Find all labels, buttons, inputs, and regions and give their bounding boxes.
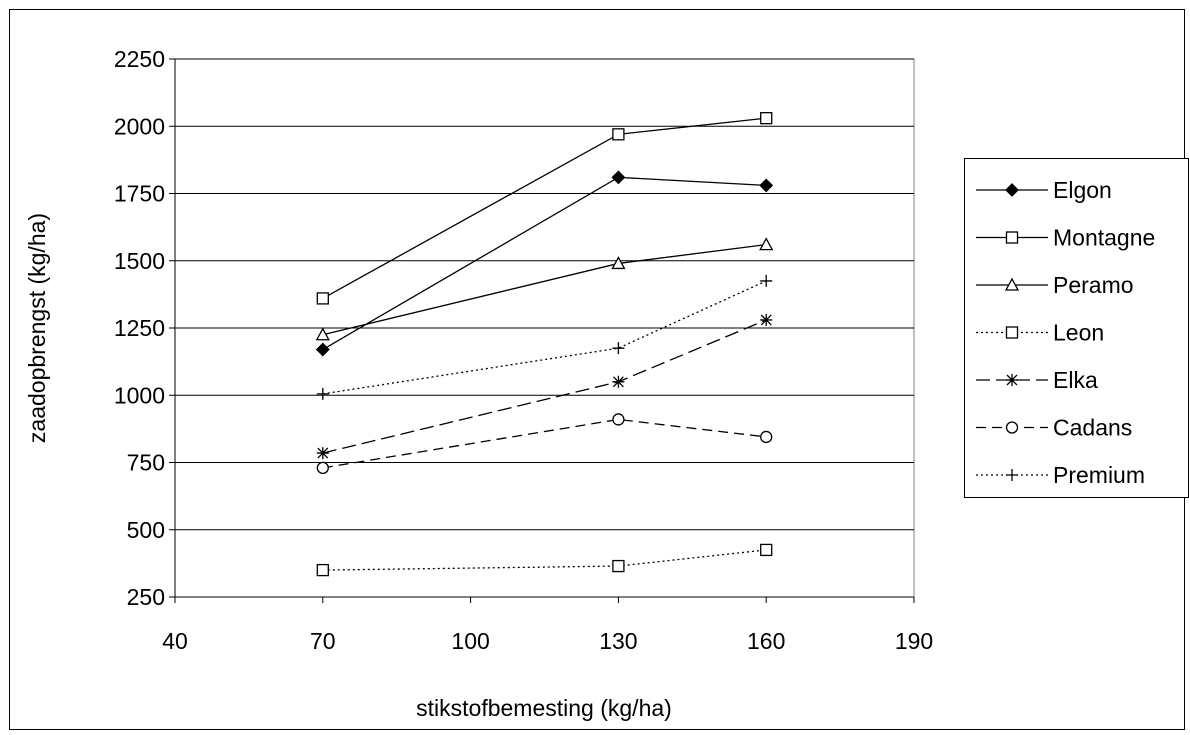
legend-item-leon: Leon [976,320,1104,346]
point-elgon-70 [315,342,330,357]
x-tick-label-40: 40 [162,628,188,654]
series-line-cadans [322,418,767,469]
legend-marker-premium [1006,469,1018,481]
point-montagne-160 [760,112,773,125]
series-layer [315,112,774,577]
series-leon [316,543,773,577]
point-elka-70 [316,447,329,460]
x-tick-label-160: 160 [747,628,785,654]
legend-item-premium: Premium [976,462,1145,488]
legend-marker-elka [1006,374,1018,386]
point-cadans-160 [760,430,773,444]
axes: 250 500 750 1000 1250 1500 1750 2000 2250 40 70 100… [114,46,933,654]
point-cadans-130 [612,413,625,426]
gridlines [175,58,914,531]
legend-label-montagne: Montagne [1053,225,1155,251]
point-elka-160 [760,313,773,326]
legend-marker-cadans [1005,421,1019,434]
point-peramo-70 [315,327,330,341]
legend-label-premium: Premium [1053,462,1145,488]
series-premium [316,274,773,400]
x-tick-label-190: 190 [895,628,933,654]
y-tick-label-1250: 1250 [114,315,165,341]
point-peramo-130 [611,256,626,270]
y-tick-label-750: 750 [127,450,165,476]
series-elgon [315,170,774,357]
point-peramo-160 [759,237,774,251]
y-tick-label-1000: 1000 [114,382,165,408]
point-elka-130 [612,375,625,388]
x-axis-title: stikstofbemesting (kg/ha) [416,695,672,721]
point-leon-70 [316,563,329,577]
point-leon-160 [760,543,773,557]
point-elgon-160 [759,178,774,193]
point-cadans-70 [316,461,329,475]
legend-item-elka: Elka [976,367,1098,393]
x-tick-label-100: 100 [451,628,489,654]
point-premium-160 [760,274,773,287]
x-tick-label-70: 70 [310,628,336,654]
series-peramo [315,237,774,341]
y-tick-label-1750: 1750 [114,181,165,207]
legend-marker-peramo [1004,277,1020,291]
legend-item-elgon: Elgon [976,177,1112,203]
point-premium-70 [316,387,329,400]
legend: Elgon Montagne Peramo Leon Elka Cadans Premium [976,177,1155,488]
point-premium-130 [612,342,625,355]
legend-item-peramo: Peramo [976,272,1134,298]
legend-marker-leon [1005,326,1019,339]
point-leon-130 [612,559,625,573]
legend-box [964,158,1189,498]
y-axis-title: zaadopbrengst (kg/ha) [24,213,50,443]
y-tick-label-2000: 2000 [114,113,165,139]
legend-label-elgon: Elgon [1053,177,1112,203]
legend-item-cadans: Cadans [976,415,1132,441]
y-tick-label-500: 500 [127,517,165,543]
y-tick-label-1500: 1500 [114,248,165,274]
y-tick-label-2250: 2250 [114,46,165,72]
point-elgon-130 [611,170,626,185]
y-tick-label-250: 250 [127,584,165,610]
x-tick-label-130: 130 [599,628,637,654]
legend-label-elka: Elka [1053,367,1098,393]
series-elka [316,313,773,460]
point-montagne-70 [316,292,329,305]
series-cadans [316,413,773,475]
legend-marker-elgon [1005,183,1019,197]
legend-label-cadans: Cadans [1053,415,1132,441]
legend-label-leon: Leon [1053,320,1104,346]
point-montagne-130 [612,128,625,141]
legend-item-montagne: Montagne [976,225,1155,251]
legend-label-peramo: Peramo [1053,272,1134,298]
series-montagne [316,112,773,305]
legend-marker-montagne [1005,231,1019,244]
